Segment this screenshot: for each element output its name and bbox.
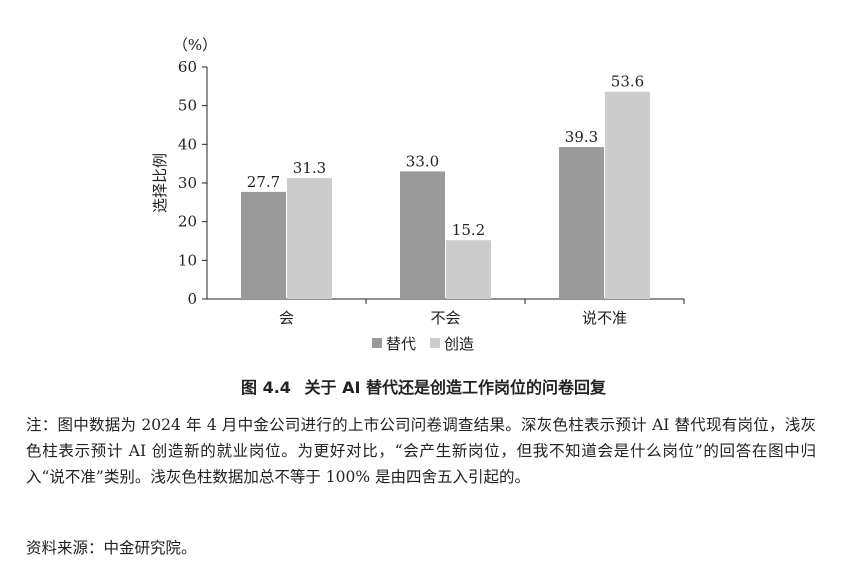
y-tick-label: 30 xyxy=(178,174,197,192)
y-axis-title: 选择比例 xyxy=(151,153,169,213)
y-tick-label: 50 xyxy=(178,97,197,115)
data-label: 31.3 xyxy=(293,159,326,177)
data-label: 27.7 xyxy=(247,173,280,191)
legend-swatch xyxy=(372,338,382,348)
bar-create xyxy=(287,177,332,299)
data-label: 53.6 xyxy=(611,73,644,91)
bar-create xyxy=(605,91,650,299)
y-tick-label: 20 xyxy=(178,213,197,231)
legend-label: 创造 xyxy=(444,335,474,353)
y-tick-label: 0 xyxy=(187,290,197,308)
x-tick-label: 不会 xyxy=(430,309,460,327)
bar-replace xyxy=(559,147,604,299)
data-label: 33.0 xyxy=(406,152,439,170)
y-unit-label: （%） xyxy=(173,36,217,54)
y-tick-label: 40 xyxy=(178,135,197,153)
y-tick-label: 60 xyxy=(178,58,197,76)
bar-chart: 0 10 20 30 40 50 60 （%） 选择比例会 27.7 31.3 不会 33.0 15.2 说… xyxy=(151,36,685,353)
x-tick-label: 说不准 xyxy=(582,309,627,327)
data-label: 39.3 xyxy=(565,128,598,146)
legend-label: 替代 xyxy=(386,335,416,353)
y-tick-label: 10 xyxy=(178,251,197,269)
legend-swatch xyxy=(430,338,440,348)
figure-source: 资料来源：中金研究院。 xyxy=(26,539,197,557)
figure-note: 注：图中数据为 2024 年 4 月中金公司进行的上市公司问卷调查结果。深灰色柱… xyxy=(26,416,816,486)
x-tick-label: 会 xyxy=(279,309,294,327)
bar-create xyxy=(446,240,491,299)
bar-replace xyxy=(400,171,445,299)
figure-caption: 图 4.4 关于 AI 替代还是创造工作岗位的问卷回复 xyxy=(0,374,847,398)
figure-number: 图 4.4 xyxy=(241,378,291,397)
figure-title: 关于 AI 替代还是创造工作岗位的问卷回复 xyxy=(304,378,606,397)
data-label: 15.2 xyxy=(452,221,485,239)
bar-replace xyxy=(241,191,286,299)
